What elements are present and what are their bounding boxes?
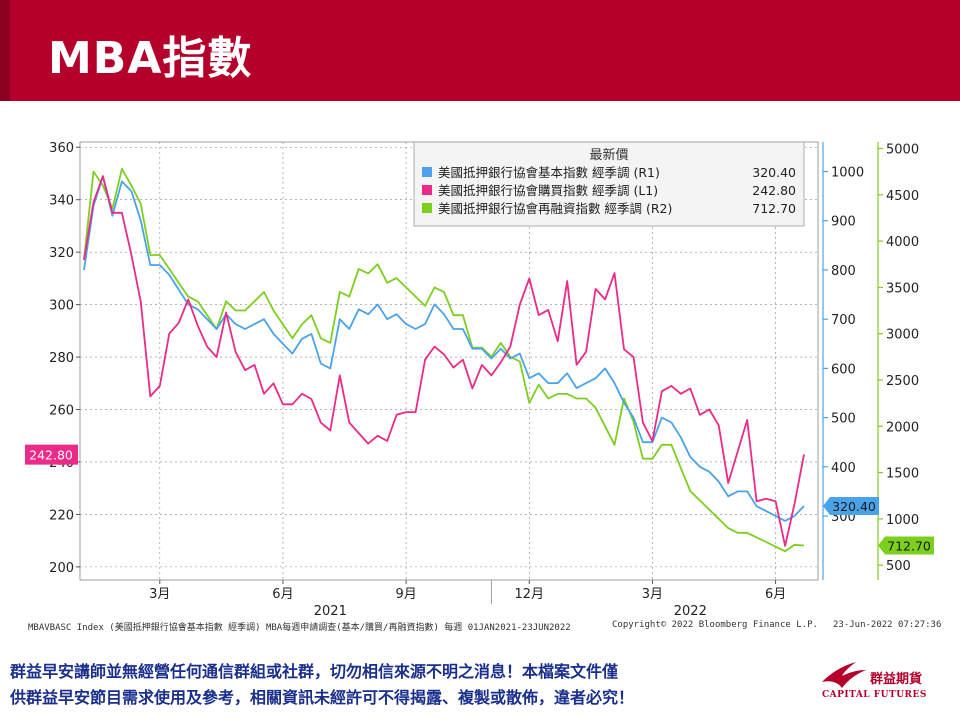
right1-axis-label: 700 (831, 313, 856, 328)
series-layer (83, 168, 805, 553)
series-line-right2 (83, 168, 805, 553)
right1-last-value-tag-bg (823, 496, 879, 515)
right1-axis-label: 900 (831, 215, 856, 230)
left-axis-label: 360 (49, 141, 74, 156)
axis-layer: 2002202402602803003203403603004005006007… (49, 141, 919, 619)
right2-axis-label: 1500 (886, 467, 919, 482)
right1-axis-label: 1000 (831, 166, 864, 181)
legend-entry-name: 美國抵押銀行協會再融資指數 經季調 (R2) (438, 201, 672, 216)
right2-axis-label: 500 (886, 559, 911, 574)
logo-bird-icon (822, 662, 866, 688)
logo-name-cn: 群益期貨 (870, 672, 923, 687)
mba-index-chart: 2002202402602803003203403603004005006007… (25, 141, 934, 619)
legend-entry-value: 712.70 (752, 201, 796, 216)
right2-last-value-tag: 712.70 (887, 538, 931, 553)
left-last-value-tag: 242.80 (29, 448, 73, 463)
x-axis-label: 6月 (272, 587, 293, 602)
legend-title: 最新價 (589, 147, 628, 163)
right2-axis-label: 3500 (886, 281, 919, 296)
right1-axis-label: 400 (831, 461, 856, 476)
left-axis-label: 260 (49, 404, 74, 419)
logo-name-en: CAPITAL FUTURES (822, 690, 927, 700)
x-axis-label: 6月 (765, 587, 786, 602)
legend-entry-value: 320.40 (752, 165, 796, 180)
legend-entry-value: 242.80 (752, 183, 796, 198)
x-axis-label: 3月 (149, 587, 170, 602)
right1-axis-label: 600 (831, 362, 856, 377)
series-line-right1 (83, 175, 805, 522)
right2-axis-label: 1000 (886, 513, 919, 528)
right2-last-value-tag-bg (878, 536, 934, 555)
right1-axis-label: 800 (831, 264, 856, 279)
left-axis-label: 220 (49, 508, 74, 523)
x-axis-label: 9月 (395, 587, 416, 602)
capital-futures-logo: 群益期貨 CAPITAL FUTURES (820, 660, 950, 710)
right1-last-value-tag: 320.40 (832, 499, 876, 514)
x-axis-label: 3月 (642, 587, 663, 602)
left-axis-label: 300 (49, 299, 74, 314)
header-bar: MBA指數 (0, 0, 960, 101)
footer-source: MBAVBASC Index (美國抵押銀行協會基本指數 經季調) MBA每週申… (28, 623, 571, 633)
right2-axis-label: 3000 (886, 328, 919, 343)
left-axis-label: 200 (49, 561, 74, 576)
right2-axis-label: 2500 (886, 374, 919, 389)
right2-axis-label: 5000 (886, 142, 919, 157)
legend-entry-name: 美國抵押銀行協會基本指數 經季調 (R1) (438, 165, 660, 180)
left-axis-label: 280 (49, 351, 74, 366)
left-last-value-tag-bg (25, 444, 78, 465)
left-axis-label: 320 (49, 246, 74, 261)
footer-copyright: Copyright© 2022 Bloomberg Finance L.P. (612, 620, 818, 630)
right2-axis-label: 4500 (886, 189, 919, 204)
footer-timestamp: 23-Jun-2022 07:27:36 (833, 620, 942, 630)
x-axis-label: 12月 (514, 587, 544, 602)
right1-axis-label: 500 (831, 412, 856, 427)
legend-swatch (422, 167, 432, 177)
series-line-left (83, 175, 805, 547)
page-title: MBA指數 (48, 33, 253, 84)
x-axis-year-label: 2022 (674, 604, 707, 619)
legend-swatch (422, 185, 432, 195)
left-axis-label: 340 (49, 194, 74, 209)
legend-box (413, 141, 805, 227)
right2-axis-label: 2000 (886, 420, 919, 435)
x-axis-year-label: 2021 (314, 604, 347, 619)
last-value-tags: 242.80 320.40 712.70 (25, 444, 934, 555)
header-accent (0, 0, 10, 101)
disclaimer-line-2: 供群益早安節目需求使用及參考，相關資訊未經許可不得揭露、複製或散佈，違者必究！ (10, 688, 635, 707)
legend-entry-name: 美國抵押銀行協會購買指數 經季調 (L1) (438, 183, 658, 198)
disclaimer-line-1: 群益早安講師並無經營任何通信群組或社群，切勿相信來源不明之消息！本檔案文件僅 (10, 662, 619, 681)
disclaimer: 群益早安講師並無經營任何通信群組或社群，切勿相信來源不明之消息！本檔案文件僅 供… (10, 659, 820, 711)
legend-swatch (422, 203, 432, 213)
right2-axis-label: 4000 (886, 235, 919, 250)
